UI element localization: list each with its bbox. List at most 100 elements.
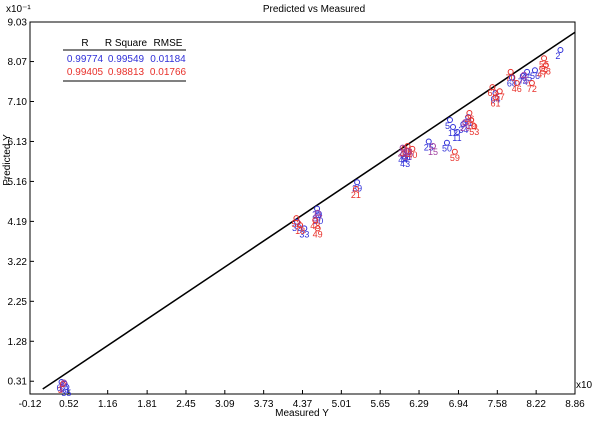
data-point-marker [541,55,548,62]
data-point-marker [466,110,473,117]
data-point-marker [471,123,478,130]
chart-title: Predicted vs Measured [263,4,365,15]
data-point-label: 18 [295,226,305,236]
data-point-marker [507,68,514,75]
data-point-label: 40 [407,150,417,160]
y-tick-label: 3.22 [8,257,28,268]
y-tick-label: 2.25 [8,297,28,308]
x-tick-label: 3.73 [254,399,274,410]
data-point-label: 50 [442,144,452,154]
stats-header: R Square [105,38,148,49]
data-point-marker [312,217,319,224]
data-point-marker [521,71,528,78]
data-point-label: 35 [61,388,71,398]
y-tick-label: 8.07 [8,57,28,68]
x-tick-label: 5.01 [332,399,352,410]
data-point-label: 32 [292,223,302,233]
stats-cell: 0.01766 [150,67,187,78]
data-point-label: 12 [448,128,458,138]
data-point-marker [443,139,450,146]
x-tick-label: 1.16 [98,399,118,410]
data-point-label: 42 [399,149,409,159]
data-point-marker [454,128,461,135]
data-point-marker [297,222,304,229]
data-point-label: 20 [312,210,322,220]
data-point-label: 72 [527,84,537,94]
data-point-label: 15 [428,147,438,157]
x-tick-label: 7.58 [488,399,508,410]
stats-cell: 0.99405 [67,67,104,78]
plot-frame [29,21,576,395]
data-point-label: 74 [518,77,528,87]
y-axis-label: Predicted Y [2,134,13,186]
data-point-label: 2 [555,51,560,61]
stats-cell: 0.99774 [67,54,104,65]
data-point-label: 58 [541,66,551,76]
data-point-marker [468,117,475,124]
data-point-label: 27 [404,152,414,162]
x-axis-ticks: -0.12 0.52 1.16 1.81 2.45 3.09 3.73 4.37 5.01 5.6… [19,390,585,410]
data-point-marker [352,185,359,192]
x-tick-label: 3.09 [215,399,235,410]
data-point-marker [513,79,520,86]
data-point-label: 31 [463,118,473,128]
data-point-marker [531,67,538,74]
data-point-label: 59 [450,153,460,163]
data-point-label: 46 [512,84,522,94]
data-point-label: 6 [57,383,62,393]
x-exponent-label: x10 [576,380,593,391]
x-axis-label: Measured Y [275,408,329,419]
data-point-label: 55 [539,59,549,69]
data-point-label: 29 [460,123,470,133]
data-point-marker [528,79,535,86]
data-point-label: 21 [351,190,361,200]
data-point-marker [489,84,496,91]
x-tick-label: 6.29 [409,399,429,410]
data-point-label: 52 [291,219,301,229]
x-tick-label: 0.52 [59,399,79,410]
data-point-label: 63 [487,88,497,98]
y-tick-label: 6.13 [8,137,28,148]
data-point-label: 26 [464,114,474,124]
data-point-marker [301,225,308,232]
y-tick-label: 1.28 [8,337,28,348]
x-tick-label: 4.37 [293,399,313,410]
data-point-marker [462,119,469,126]
data-point-marker [508,74,515,81]
data-point-label: 65 [522,73,532,83]
x-tick-label: 6.94 [449,399,469,410]
data-point-marker [314,209,321,216]
data-point-label: 64 [490,94,500,104]
data-point-label: 41 [402,152,412,162]
data-point-label: 28 [398,149,408,159]
stats-header: R [81,38,88,49]
data-point-label: 37 [313,214,323,224]
data-point-label: 67 [495,92,505,102]
data-point-marker [496,88,503,95]
data-point-marker [519,72,526,79]
x-tick-label: 8.22 [526,399,546,410]
data-point-label: 39 [352,183,362,193]
data-point-marker [63,383,70,390]
data-point-marker [354,179,361,186]
stats-table: R R Square RMSE 0.99774 0.99549 0.01184 0.9940… [63,38,187,82]
data-point-label: 43 [400,159,410,169]
y-tick-label: 4.19 [8,217,28,228]
data-point-label: 48 [310,221,320,231]
data-point-marker [60,379,67,386]
data-point-label: 1 [59,383,64,393]
y-axis-ticks: 0.31 1.28 2.25 3.22 4.19 5.16 6.13 7.10 8.07 9.03 [8,18,34,388]
data-point-marker [542,62,549,69]
data-point-label: 49 [313,229,323,239]
x-tick-label: 8.86 [565,399,585,410]
y-tick-label: 7.10 [8,97,28,108]
data-point-label: 11 [452,133,461,143]
data-point-label: 38 [402,147,412,157]
data-point-marker [557,47,564,54]
data-point-label: 75 [519,76,529,86]
stats-cell: 0.98813 [108,67,145,78]
x-tick-label: 5.65 [370,399,390,410]
data-point-marker [446,117,453,124]
